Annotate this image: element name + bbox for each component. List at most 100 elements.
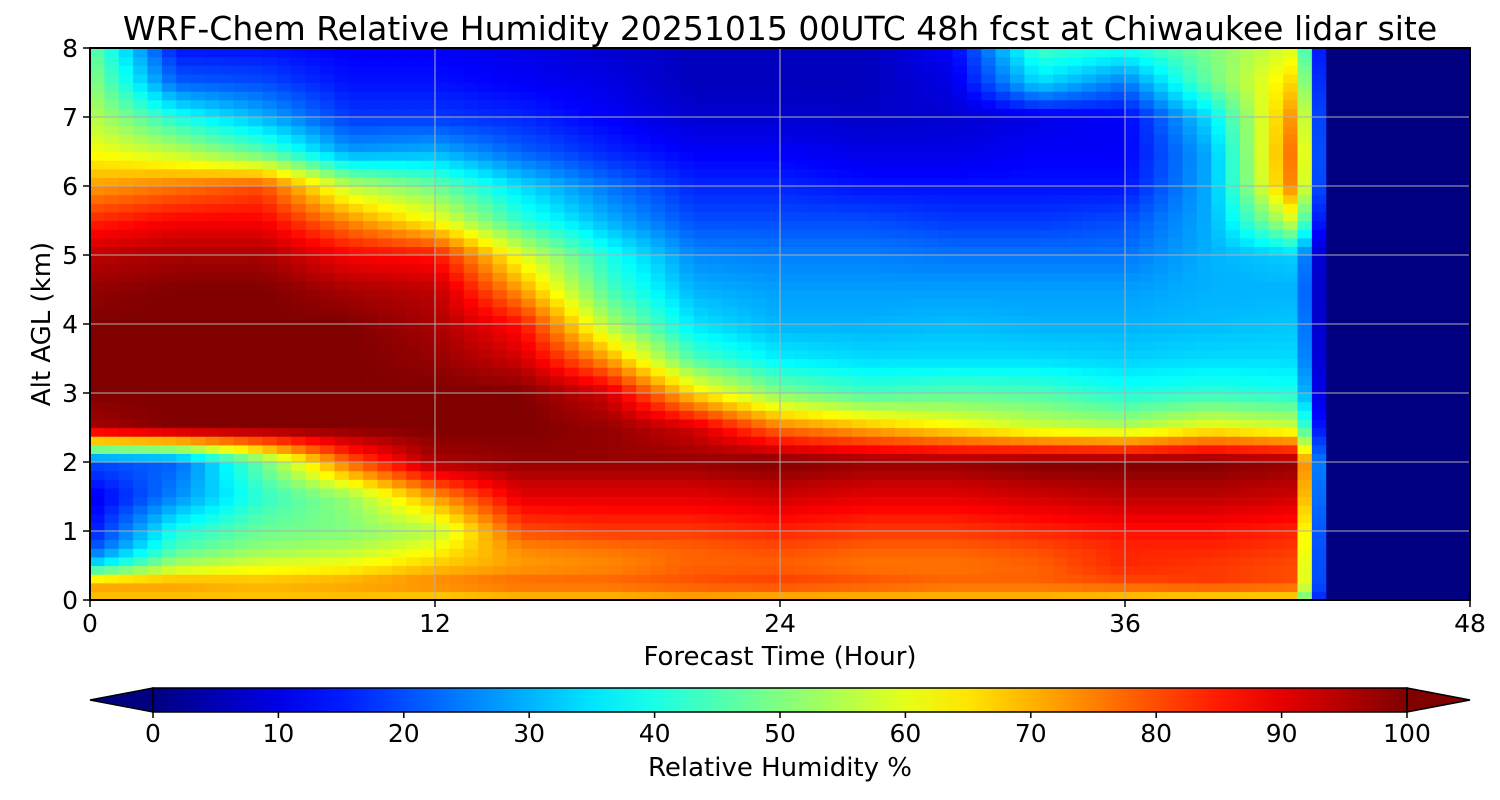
heatmap-cell [1369, 177, 1385, 187]
heatmap-cell [1196, 393, 1212, 403]
heatmap-cell [219, 470, 235, 480]
heatmap-cell [1196, 237, 1212, 247]
heatmap-cell [923, 298, 939, 308]
heatmap-cell [593, 306, 609, 316]
heatmap-cell [593, 280, 609, 291]
heatmap-cell [909, 315, 925, 325]
heatmap-cell [1426, 177, 1442, 187]
heatmap-cell [751, 401, 767, 411]
heatmap-cell [995, 591, 1011, 600]
heatmap-cell [492, 393, 508, 403]
heatmap-cell [621, 556, 637, 567]
heatmap-cell [909, 556, 925, 567]
heatmap-cell [190, 418, 206, 429]
heatmap-cell [420, 427, 436, 437]
heatmap-cell [320, 272, 335, 282]
heatmap-cell [966, 246, 982, 256]
heatmap-cell [147, 177, 163, 187]
heatmap-cell [1254, 306, 1270, 316]
heatmap-cell [1369, 306, 1385, 316]
heatmap-cell [823, 410, 839, 420]
heatmap-cell [895, 565, 910, 575]
heatmap-cell [449, 418, 465, 429]
heatmap-cell [176, 306, 192, 316]
heatmap-cell [1182, 410, 1198, 420]
heatmap-cell [851, 522, 867, 532]
heatmap-cell [521, 401, 537, 411]
heatmap-cell [521, 479, 537, 489]
heatmap-cell [133, 367, 149, 377]
heatmap-cell [736, 539, 752, 549]
heatmap-cell [478, 436, 494, 446]
heatmap-cell [923, 556, 939, 567]
heatmap-cell [1038, 168, 1054, 178]
heatmap-cell [1398, 177, 1414, 187]
heatmap-cell [1311, 315, 1327, 325]
heatmap-cell [1383, 513, 1399, 523]
heatmap-cell [564, 289, 580, 299]
heatmap-cell [823, 229, 839, 239]
heatmap-cell [1311, 341, 1327, 351]
heatmap-cell [1153, 574, 1169, 584]
heatmap-cell [1268, 367, 1284, 377]
heatmap-cell [1182, 211, 1198, 222]
heatmap-cell [966, 375, 982, 385]
heatmap-cell [550, 496, 565, 506]
heatmap-cell [1110, 349, 1126, 360]
heatmap-cell [205, 203, 220, 213]
heatmap-cell [564, 358, 580, 368]
heatmap-cell [118, 263, 134, 273]
heatmap-cell [1311, 462, 1327, 472]
heatmap-cell [780, 513, 795, 523]
heatmap-cell [780, 470, 795, 480]
heatmap-cell [564, 237, 580, 247]
heatmap-cell [837, 479, 853, 489]
heatmap-cell [679, 298, 695, 308]
heatmap-cell [1240, 591, 1255, 600]
heatmap-cell [923, 220, 939, 230]
heatmap-cell [320, 186, 335, 196]
heatmap-cell [866, 177, 882, 187]
heatmap-cell [794, 263, 810, 273]
heatmap-cell [837, 349, 853, 360]
heatmap-cell [449, 479, 465, 489]
heatmap-cell [708, 436, 724, 446]
heatmap-cell [1110, 255, 1126, 265]
heatmap-cell [1153, 384, 1169, 394]
heatmap-cell [722, 393, 738, 403]
heatmap-cell [276, 496, 292, 506]
heatmap-cell [1038, 479, 1054, 489]
heatmap-cell [391, 505, 407, 515]
heatmap-cell [780, 229, 795, 239]
heatmap-cell [866, 539, 882, 549]
heatmap-cell [1383, 367, 1399, 377]
heatmap-cell [578, 272, 594, 282]
heatmap-cell [118, 444, 134, 454]
heatmap-cell [348, 479, 364, 489]
heatmap-cell [1168, 591, 1184, 600]
heatmap-cell [708, 444, 724, 454]
heatmap-cell [1125, 203, 1140, 213]
heatmap-cell [492, 418, 508, 429]
heatmap-cell [1053, 427, 1069, 437]
heatmap-cell [665, 522, 680, 532]
heatmap-cell [176, 565, 192, 575]
heatmap-cell [1369, 194, 1385, 204]
heatmap-cell [1311, 280, 1327, 291]
heatmap-cell [348, 496, 364, 506]
heatmap-cell [751, 574, 767, 584]
heatmap-cell [621, 211, 637, 222]
heatmap-cell [1125, 168, 1140, 178]
heatmap-cell [722, 315, 738, 325]
heatmap-cell [133, 298, 149, 308]
heatmap-cell [765, 220, 781, 230]
heatmap-cell [463, 211, 479, 222]
heatmap-cell [794, 505, 810, 515]
heatmap-cell [161, 168, 177, 178]
heatmap-cell [1168, 315, 1184, 325]
heatmap-cell [981, 349, 997, 360]
heatmap-cell [1297, 418, 1313, 429]
heatmap-cell [780, 211, 795, 222]
heatmap-cell [650, 194, 666, 204]
heatmap-cell [1053, 582, 1069, 592]
